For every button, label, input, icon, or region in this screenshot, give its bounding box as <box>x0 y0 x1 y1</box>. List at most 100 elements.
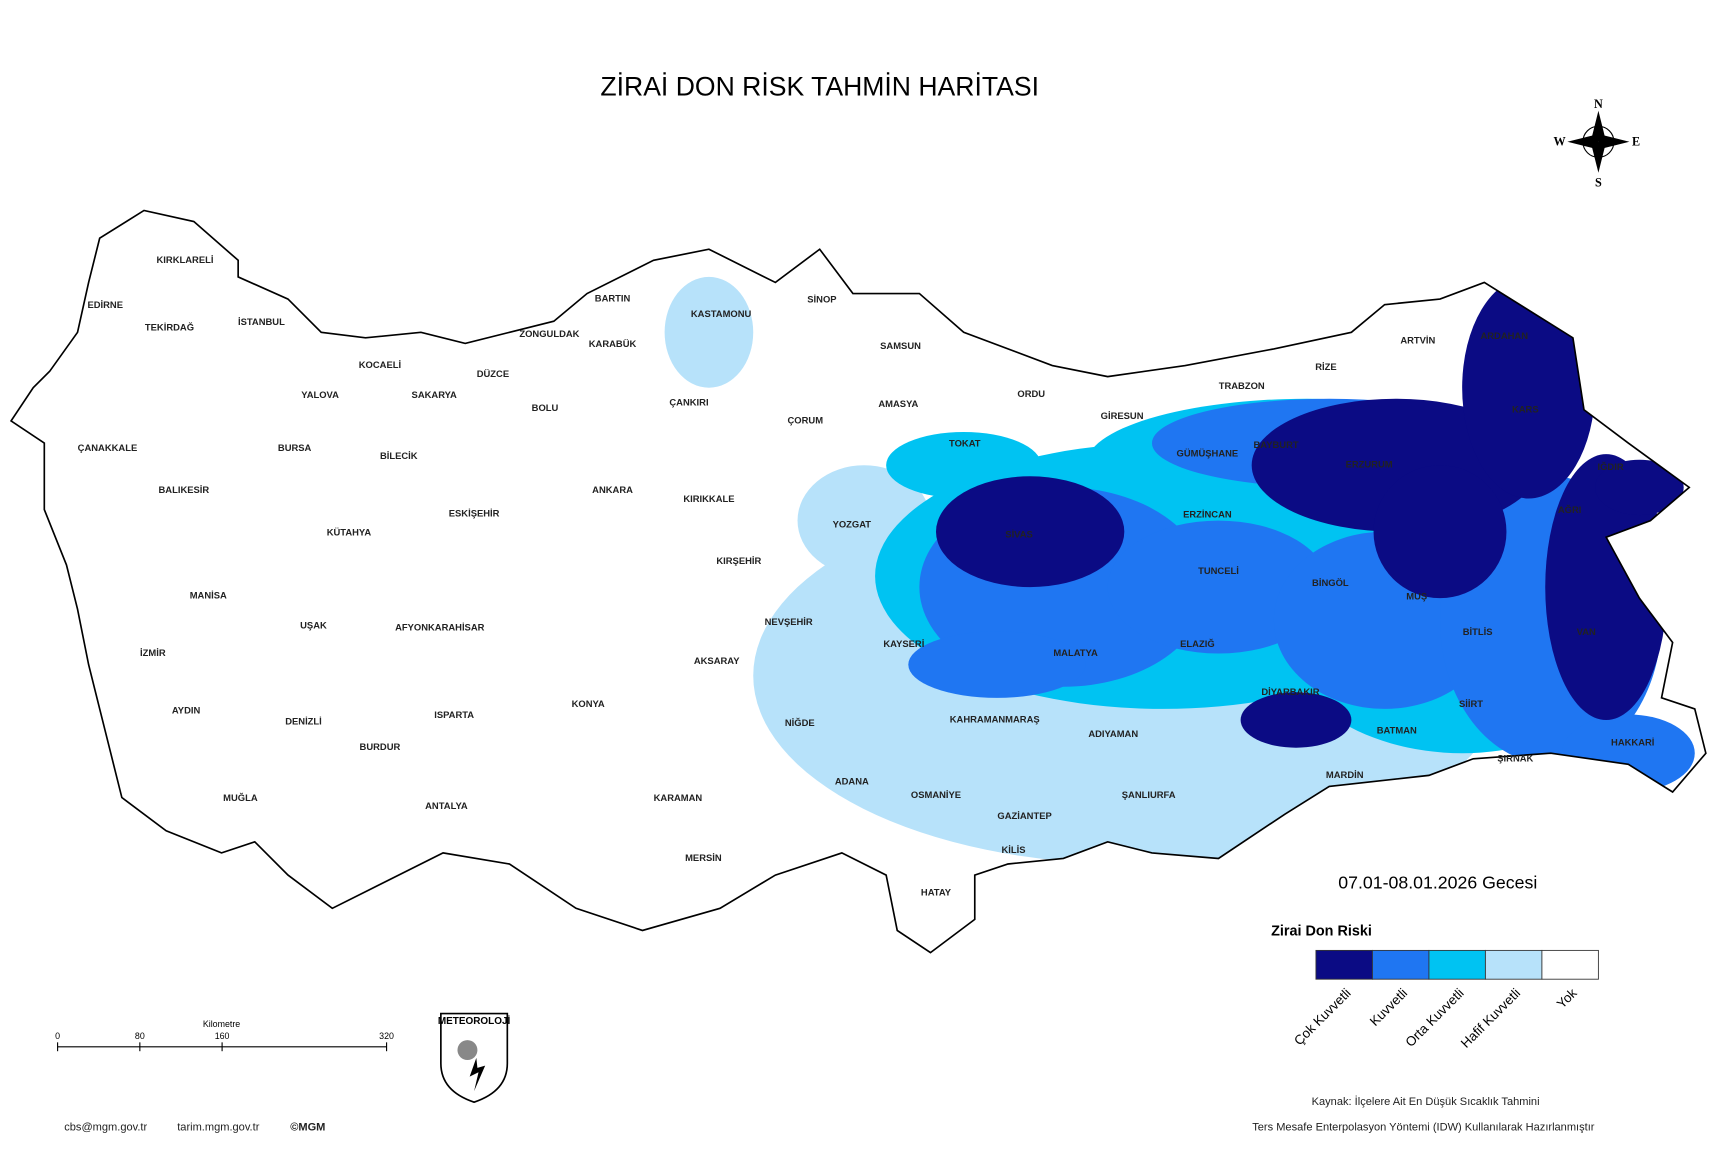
province-label: ISPARTA <box>434 709 474 720</box>
province-label: BOLU <box>532 402 559 413</box>
risk-area <box>664 276 754 388</box>
province-label: MARDİN <box>1326 769 1364 780</box>
province-label: MERSİN <box>685 852 722 863</box>
legend-swatch <box>1428 949 1486 980</box>
province-label: AKSARAY <box>694 655 740 666</box>
province-label: RİZE <box>1315 361 1336 372</box>
footer-site: tarim.mgm.gov.tr <box>177 1122 259 1134</box>
province-label: SİİRT <box>1459 698 1483 709</box>
legend-title: Zirai Don Riski <box>1271 923 1372 939</box>
footer-method: Ters Mesafe Enterpolasyon Yöntemi (IDW) … <box>1252 1122 1595 1134</box>
province-label: ADIYAMAN <box>1088 728 1138 739</box>
compass: N E S W <box>1554 97 1641 190</box>
province-label: ÇANKIRI <box>669 397 708 408</box>
province-label: BURDUR <box>360 741 401 752</box>
province-label: NEVŞEHİR <box>765 616 813 627</box>
risk-area <box>1595 459 1684 516</box>
province-label: YALOVA <box>301 389 339 400</box>
province-label: KÜTAHYA <box>327 526 372 537</box>
legend-swatch <box>1371 949 1430 980</box>
province-label: ERZİNCAN <box>1183 509 1232 520</box>
province-label: BALIKESİR <box>159 484 210 495</box>
province-label: MANİSA <box>190 589 227 600</box>
province-label: ŞIRNAK <box>1497 752 1533 763</box>
title: ZİRAİ DON RİSK TAHMİN HARİTASI <box>600 72 1039 102</box>
province-label: MALATYA <box>1053 647 1098 658</box>
province-label: KIRIKKALE <box>683 493 734 504</box>
province-label: HAKKARİ <box>1611 737 1654 748</box>
scale-tick-label: 160 <box>215 1031 230 1041</box>
province-label: SİVAS <box>1005 528 1033 539</box>
province-label: BURSA <box>278 442 312 453</box>
province-label: IĞDIR <box>1598 461 1624 472</box>
province-label: TRABZON <box>1219 380 1265 391</box>
province-label: YOZGAT <box>833 519 872 530</box>
province-label: MUĞLA <box>223 792 258 803</box>
province-label: BATMAN <box>1377 725 1417 736</box>
risk-area <box>936 476 1125 588</box>
province-label: KASTAMONU <box>691 308 752 319</box>
province-label: ZONGULDAK <box>519 328 579 339</box>
province-label: GÜMÜŞHANE <box>1177 448 1239 459</box>
province-labels: KIRKLARELİ EDİRNE TEKİRDAĞ İSTANBUL KOCAELİ Y… <box>78 254 1655 897</box>
footer-source: Kaynak: İlçelere Ait En Düşük Sıcaklık T… <box>1312 1095 1540 1108</box>
province-label: GAZİANTEP <box>997 810 1051 821</box>
province-label: AYDIN <box>172 705 201 716</box>
province-label: BİNGÖL <box>1312 577 1349 588</box>
risk-area <box>908 631 1086 698</box>
province-label: KAYSERİ <box>883 638 924 649</box>
province-label: ŞANLIURFA <box>1122 789 1176 800</box>
province-label: BAYBURT <box>1253 439 1298 450</box>
province-label: BİTLİS <box>1463 626 1493 637</box>
province-label: MUŞ <box>1406 591 1427 602</box>
province-label: BİLECİK <box>380 450 418 461</box>
legend-label: Çok Kuvvetli <box>1291 985 1354 1048</box>
province-label: UŞAK <box>300 619 327 630</box>
risk-area <box>1545 454 1668 720</box>
province-label: TOKAT <box>949 438 981 449</box>
province-label: OSMANİYE <box>911 789 961 800</box>
province-label: KARS <box>1512 403 1539 414</box>
legend-label: Yok <box>1554 985 1580 1011</box>
logo-text: METEOROLOJİ <box>438 1016 511 1027</box>
footer-copyright: ©MGM <box>290 1122 325 1134</box>
province-label: SAKARYA <box>412 389 458 400</box>
province-label: ESKİŞEHİR <box>449 507 500 518</box>
legend-label: Kuvvetli <box>1367 985 1411 1029</box>
province-label: NİĞDE <box>785 717 815 728</box>
province-label: SİNOP <box>807 294 836 305</box>
province-label: DİYARBAKIR <box>1261 686 1319 697</box>
compass-s: S <box>1595 176 1602 190</box>
risk-area <box>1561 714 1695 792</box>
province-label: AĞRI <box>1558 504 1582 515</box>
province-label: KARABÜK <box>589 338 637 349</box>
province-label: ERZURUM <box>1346 459 1393 470</box>
footer-email: cbs@mgm.gov.tr <box>64 1122 147 1134</box>
legend-swatch <box>1541 949 1599 980</box>
province-label: BARTIN <box>595 293 631 304</box>
province-label: AFYONKARAHİSAR <box>395 622 485 633</box>
legend-swatch <box>1315 949 1373 980</box>
risk-area <box>1240 692 1352 748</box>
province-label: ANKARA <box>592 484 633 495</box>
scale-unit: Kilometre <box>203 1019 240 1029</box>
risk-area <box>1462 276 1596 499</box>
scale-tick-label: 80 <box>135 1031 145 1041</box>
province-label: KAHRAMANMARAŞ <box>950 713 1040 724</box>
compass-w: W <box>1554 135 1566 149</box>
legend-label: Hafif Kuvvetli <box>1458 985 1523 1050</box>
province-label: ANTALYA <box>425 800 468 811</box>
province-label: KONYA <box>572 698 605 709</box>
risk-area <box>1373 465 1507 599</box>
province-label: HATAY <box>921 886 952 897</box>
province-label: ARTVİN <box>1400 335 1435 346</box>
province-label: KOCAELİ <box>359 359 401 370</box>
date-label: 07.01-08.01.2026 Gecesi <box>1338 873 1537 893</box>
province-label: İZMİR <box>140 647 166 658</box>
province-label: SAMSUN <box>880 340 921 351</box>
province-label: İSTANBUL <box>238 316 285 327</box>
province-label: DÜZCE <box>477 368 509 379</box>
province-label: DENİZLİ <box>285 716 322 727</box>
